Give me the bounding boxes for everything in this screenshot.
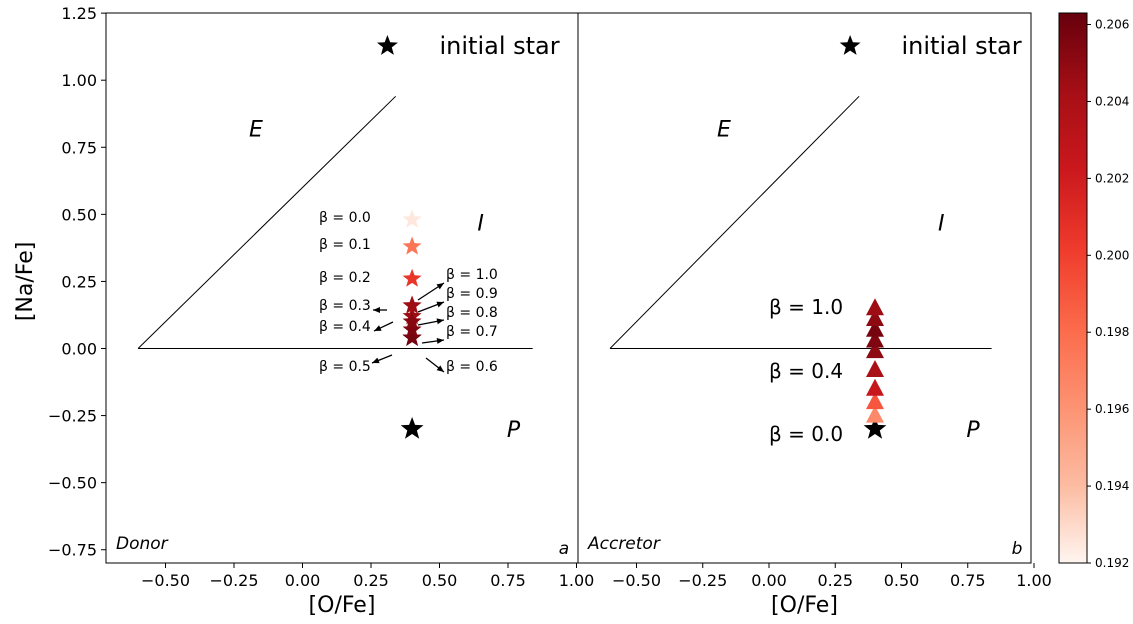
panel-a-legend-star-marker: [377, 35, 398, 55]
panel-b-x-tick-label: −0.25: [678, 571, 727, 590]
panel-b-x-tick-label: 1.00: [1016, 571, 1052, 590]
panel-a-x-axis-label: [O/Fe]: [309, 593, 376, 618]
panel-b-x-tick-label: 0.75: [950, 571, 986, 590]
panel-b-x-tick-label: 0.00: [751, 571, 787, 590]
donor-star-point: [402, 268, 422, 287]
panel-a-frame: [105, 12, 579, 564]
colorbar-tick-label: 0.200: [1095, 248, 1129, 262]
panel-a-initial-star-marker: [400, 417, 424, 439]
y-tick-label: 1.25: [61, 4, 97, 23]
panel-a-panel-letter: a: [559, 539, 569, 559]
donor-beta-label: β = 0.7: [446, 324, 498, 340]
accretor-triangle-point: [866, 392, 884, 410]
y-tick-label: −0.50: [48, 474, 97, 493]
donor-star-point: [402, 319, 422, 338]
accretor-beta-label: β = 0.0: [769, 422, 843, 446]
colorbar: [1058, 12, 1088, 564]
panel-b-initial-star-marker: [863, 417, 887, 439]
panel-a-x-tick-label: 0.00: [285, 571, 321, 590]
panel-a-x-tick-label: −0.50: [141, 571, 190, 590]
donor-star-point: [402, 209, 422, 228]
donor-beta-label: β = 1.0: [446, 267, 498, 283]
panel-a-x-tick-label: 0.50: [422, 571, 458, 590]
donor-beta-label: β = 0.8: [446, 305, 498, 321]
donor-beta-label: β = 0.5: [319, 359, 371, 375]
panel-b-x-axis-label: [O/Fe]: [771, 593, 838, 618]
colorbar-tick-label: 0.202: [1095, 171, 1129, 185]
accretor-beta-label: β = 0.4: [769, 359, 843, 383]
donor-beta-label: β = 0.4: [319, 319, 371, 335]
donor-star-point: [402, 295, 422, 314]
y-tick-label: 0.00: [61, 340, 97, 359]
panel-a-boundary-e: [137, 95, 397, 349]
donor-star-point: [402, 327, 422, 346]
donor-beta-label: β = 0.9: [446, 286, 498, 302]
panel-a-region-label: P: [507, 418, 521, 443]
panel-b-legend-label: initial star: [902, 32, 1022, 60]
accretor-triangle-point: [866, 319, 884, 337]
panel-b-x-tick-label: −0.50: [612, 571, 661, 590]
donor-star-point: [402, 236, 422, 255]
donor-arrow-head: [436, 318, 444, 325]
y-axis-label: [Na/Fe]: [13, 242, 38, 322]
panel-a-legend-label: initial star: [440, 32, 560, 60]
accretor-triangle-point: [866, 330, 884, 348]
donor-beta-label: β = 0.1: [319, 237, 371, 253]
colorbar-tick-label: 0.206: [1095, 18, 1129, 32]
y-tick-label: 0.75: [61, 138, 97, 157]
panel-a-x-tick-label: 0.75: [490, 571, 526, 590]
colorbar-tick-label: 0.198: [1095, 325, 1129, 339]
panel-a-corner-label: Donor: [116, 534, 169, 554]
panel-b-boundary-e: [609, 95, 860, 349]
y-tick-label: 0.25: [61, 272, 97, 291]
donor-beta-label: β = 0.3: [319, 298, 371, 314]
panel-b-x-tick-label: 0.25: [817, 571, 853, 590]
accretor-triangle-point: [866, 341, 884, 359]
accretor-triangle-point: [866, 378, 884, 396]
donor-arrow-head: [373, 307, 380, 313]
colorbar-tick-label: 0.196: [1095, 402, 1129, 416]
y-tick-label: −0.75: [48, 541, 97, 560]
y-tick-label: 1.00: [61, 71, 97, 90]
donor-beta-label: β = 0.6: [446, 359, 498, 375]
donor-arrow-head: [436, 365, 444, 372]
panel-b-panel-letter: b: [1012, 539, 1023, 559]
panel-a-x-tick-label: 0.25: [353, 571, 389, 590]
accretor-triangle-point: [866, 298, 884, 316]
panel-b-x-tick-label: 0.50: [884, 571, 920, 590]
accretor-triangle-point: [866, 308, 884, 326]
panel-b-region-label: I: [938, 211, 945, 236]
panel-b-region-label: E: [717, 117, 731, 142]
donor-star-point: [402, 311, 422, 330]
donor-beta-label: β = 0.2: [319, 270, 371, 286]
panel-b-corner-label: Accretor: [587, 534, 661, 554]
panel-b-frame: [577, 12, 1032, 564]
donor-arrow-head: [374, 325, 382, 331]
panel-a-region-label: I: [477, 211, 484, 236]
donor-arrow-head: [372, 357, 380, 364]
donor-arrow-head: [436, 337, 444, 344]
panel-b-region-label: P: [966, 418, 980, 443]
colorbar-tick-label: 0.194: [1095, 479, 1129, 493]
panel-a-x-tick-label: 1.00: [559, 571, 595, 590]
donor-arrow-head: [436, 283, 444, 290]
panel-a-x-tick-label: −0.25: [209, 571, 258, 590]
colorbar-tick-label: 0.204: [1095, 94, 1129, 108]
y-tick-label: −0.25: [48, 407, 97, 426]
y-tick-label: 0.50: [61, 205, 97, 224]
accretor-triangle-point: [866, 405, 884, 423]
donor-arrow-head: [436, 301, 444, 308]
accretor-triangle-point: [866, 359, 884, 377]
panel-b-legend-star-marker: [839, 35, 861, 55]
donor-beta-label: β = 0.0: [319, 210, 371, 226]
panel-a-region-label: E: [249, 117, 263, 142]
accretor-beta-label: β = 1.0: [769, 295, 843, 319]
colorbar-tick-label: 0.192: [1095, 556, 1129, 570]
